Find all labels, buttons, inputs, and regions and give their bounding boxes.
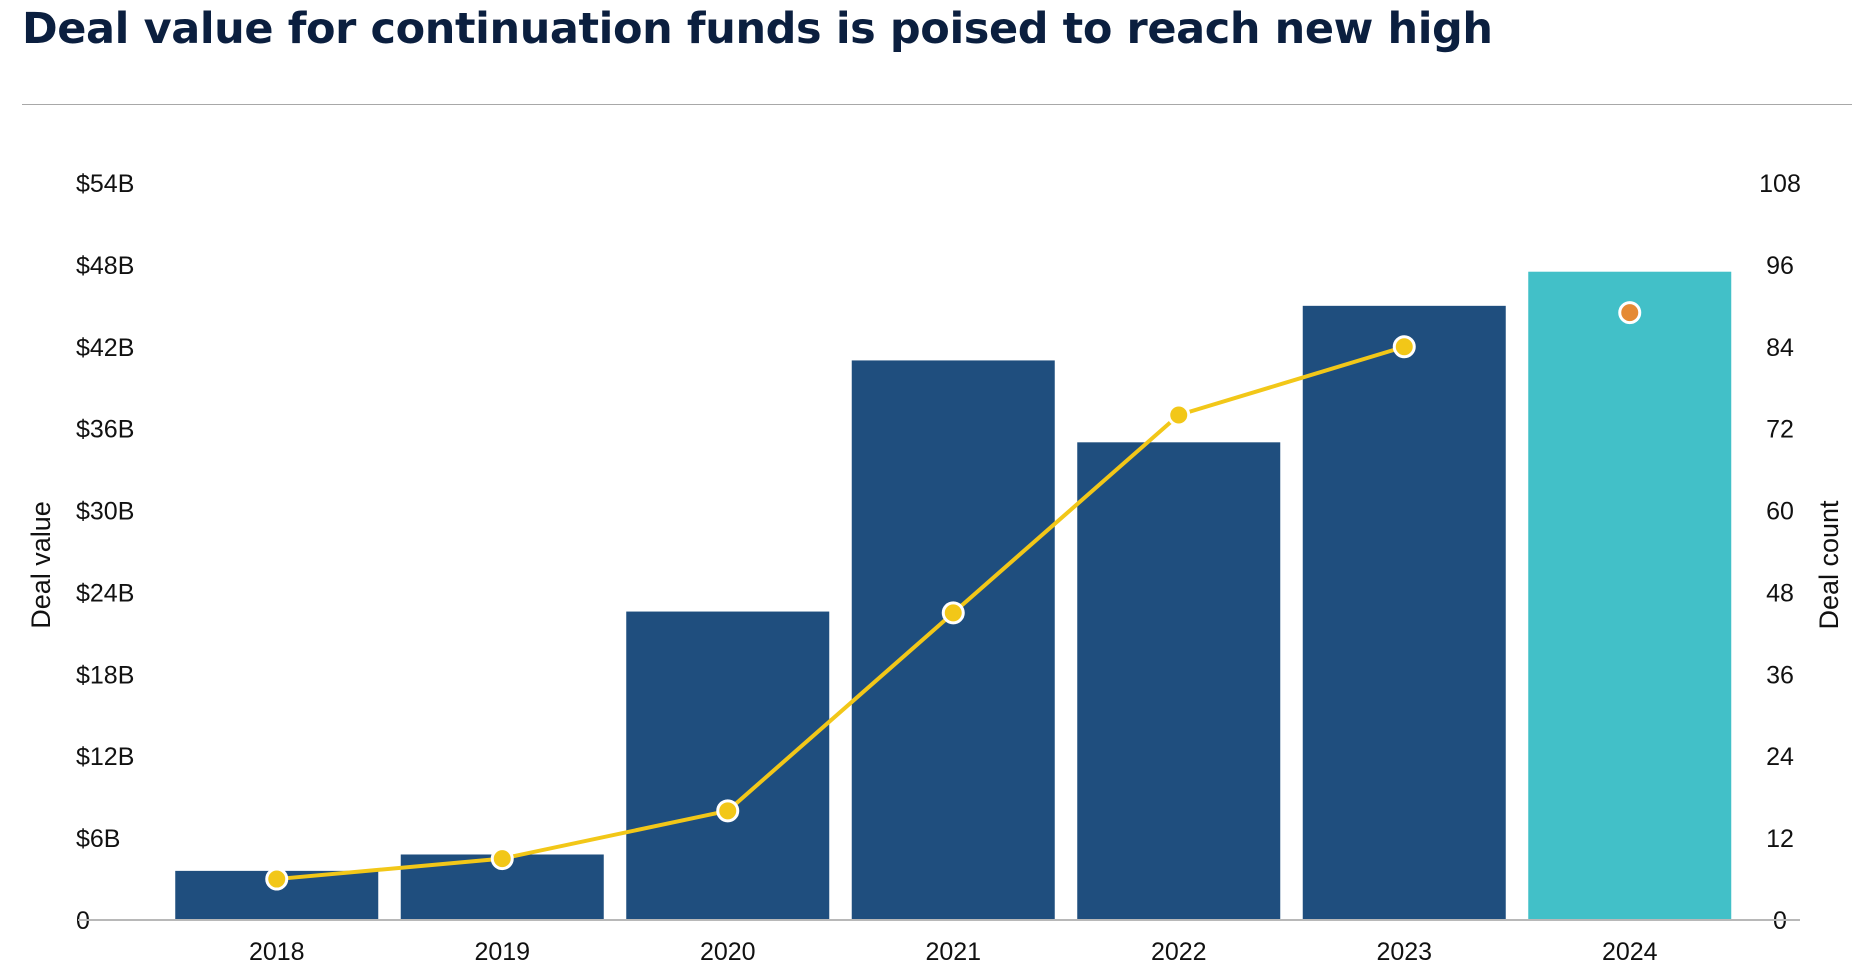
data-point (716, 799, 740, 823)
left-axis-title: Deal value (26, 501, 56, 629)
left-tick-label: $36B (76, 416, 134, 444)
left-tick-label: $30B (76, 498, 134, 526)
right-tick-label: 60 (1766, 498, 1794, 526)
right-tick-label: 36 (1766, 661, 1794, 689)
left-tick-label: $48B (76, 252, 134, 280)
right-axis-ticks: 01224364860728496108 (1759, 170, 1801, 935)
right-axis-title: Deal count (1814, 500, 1844, 630)
x-tick-label: 2019 (474, 938, 530, 966)
left-tick-label: $54B (76, 170, 134, 198)
x-tick-label: 2023 (1376, 938, 1432, 966)
bar (851, 360, 1055, 921)
left-tick-label: $24B (76, 579, 134, 607)
x-tick-label: 2021 (925, 938, 981, 966)
left-tick-label: $12B (76, 743, 134, 771)
right-tick-label: 12 (1766, 825, 1794, 853)
bar (1077, 442, 1281, 920)
left-tick-label: $6B (76, 825, 120, 853)
data-point (1392, 335, 1416, 359)
x-tick-label: 2018 (249, 938, 305, 966)
chart-title: Deal value for continuation funds is poi… (22, 4, 1493, 54)
right-tick-label: 84 (1766, 334, 1794, 362)
title-divider (22, 104, 1852, 105)
data-point (941, 601, 965, 625)
right-tick-label: 72 (1766, 416, 1794, 444)
data-point (1618, 301, 1642, 325)
x-tick-label: 2022 (1151, 938, 1207, 966)
x-tick-label: 2024 (1602, 938, 1658, 966)
deal-count-line (276, 344, 1405, 882)
bar (626, 611, 830, 920)
bar-series (175, 271, 1732, 921)
x-axis-ticks: 2018 2019 2020 2021 2022 2023 2024 (249, 938, 1658, 966)
data-point (1167, 403, 1191, 427)
data-point (265, 867, 289, 891)
left-tick-label: $18B (76, 661, 134, 689)
data-point (490, 847, 514, 871)
left-axis-ticks: 0$6B$12B$18B$24B$30B$36B$42B$48B$54B (76, 170, 134, 935)
right-tick-label: 96 (1766, 252, 1794, 280)
deal-count-points (265, 301, 1642, 891)
right-tick-label: 24 (1766, 743, 1794, 771)
x-tick-label: 2020 (700, 938, 756, 966)
right-tick-label: 48 (1766, 579, 1794, 607)
left-tick-label: $42B (76, 334, 134, 362)
bar (1302, 305, 1506, 920)
bar (1528, 271, 1732, 920)
right-tick-label: 108 (1759, 170, 1801, 198)
